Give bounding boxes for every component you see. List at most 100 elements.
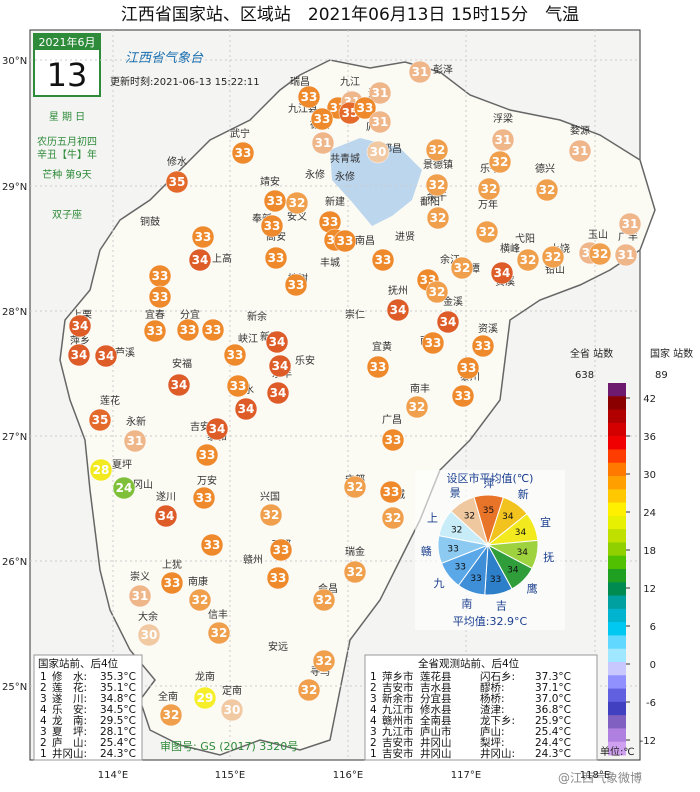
colorbar-segment <box>608 422 626 437</box>
station-value: 24 <box>116 481 133 495</box>
national-rank-cell: 4 <box>40 715 47 727</box>
colorbar-label: 24 <box>643 508 656 519</box>
national-rank-cell: 24.3°C <box>100 748 136 760</box>
station-marker <box>285 191 309 215</box>
colorbar-header-all: 全省 站数 <box>570 347 613 360</box>
province-rank-cell: 25.9°C <box>535 715 571 727</box>
place-name: 玉山 <box>588 229 608 241</box>
station-value: 32 <box>430 211 447 225</box>
lat-label: 30°N <box>2 56 27 67</box>
station-marker <box>408 60 432 84</box>
province-rank-cell: 醪桥: <box>480 682 505 694</box>
pie-value: 34 <box>502 512 514 522</box>
pie-value: 34 <box>517 548 529 558</box>
review-number: 审图号: GS (2017) 3320号 <box>160 739 298 753</box>
station-value: 33 <box>314 112 331 126</box>
colorbar-label: 0 <box>650 660 656 671</box>
place-name: 修水 <box>167 155 187 168</box>
station-marker <box>451 384 475 408</box>
station-marker <box>535 178 559 202</box>
pie-label: 新 <box>518 487 529 501</box>
station-value: 33 <box>267 194 284 208</box>
station-marker <box>231 141 255 165</box>
station-value: 34 <box>390 303 407 317</box>
station-marker <box>89 458 113 482</box>
colorbar-segment <box>608 502 626 517</box>
station-marker <box>368 81 392 105</box>
province-rank-cell: 25.4°C <box>535 726 571 738</box>
colorbar-segment <box>608 662 626 676</box>
pie-value: 33 <box>490 575 501 585</box>
national-rank-cell: 34.5°C <box>100 704 136 716</box>
station-value: 31 <box>572 144 589 158</box>
station-value: 34 <box>440 315 457 329</box>
station-value: 33 <box>195 230 212 244</box>
station-marker <box>450 256 474 280</box>
province-rank-cell: 庐山市 <box>420 725 452 738</box>
station-value: 32 <box>520 253 537 267</box>
place-name: 彭泽 <box>433 63 453 76</box>
province-rank-cell: 井冈山 <box>420 736 452 749</box>
station-marker <box>192 486 216 510</box>
national-rank-cell: 34.8°C <box>100 693 136 705</box>
logo-name: 江西省气象台 <box>125 51 204 66</box>
place-name: 鄱阳 <box>420 195 440 208</box>
colorbar-label: 6 <box>650 622 656 633</box>
update-time: 更新时刻:2021-06-13 15:22:11 <box>110 75 260 88</box>
pie-value: 33 <box>470 574 481 584</box>
station-marker <box>284 273 308 297</box>
place-name: 乐安 <box>295 354 315 367</box>
place-name: 崇仁 <box>345 309 365 321</box>
place-name: 南丰 <box>410 382 430 395</box>
national-rank-cell: 3 <box>40 726 47 738</box>
station-marker <box>516 248 540 272</box>
station-marker <box>167 373 191 397</box>
colorbar-segment <box>608 489 626 504</box>
province-rank-cell: 3 <box>370 693 377 705</box>
colorbar-segment <box>608 728 626 743</box>
station-marker <box>477 177 501 201</box>
province-rank-cell: 分宜县 <box>420 692 452 705</box>
national-rank-cell: 2 <box>40 682 47 694</box>
place-name: 夏坪 <box>112 458 132 471</box>
province-rank-title: 全省观测站前、后4位 <box>418 657 520 670</box>
station-value: 34 <box>238 402 255 416</box>
province-rank-cell: 萍乡市 <box>382 670 414 683</box>
station-value: 32 <box>454 261 471 275</box>
place-name: 南昌 <box>355 234 375 247</box>
province-rank-cell: 莲花县 <box>420 670 452 683</box>
station-value: 33 <box>205 323 222 337</box>
station-marker <box>475 220 499 244</box>
calendar-zodiac: 双子座 <box>52 208 82 221</box>
station-marker <box>618 212 642 236</box>
province-rank-cell: 2 <box>370 737 377 749</box>
national-rank-cell: 35.1°C <box>100 682 136 694</box>
colorbar-segment <box>608 555 626 570</box>
station-value: 31 <box>315 136 332 150</box>
colorbar-label: 18 <box>643 546 656 557</box>
place-name: 武宁 <box>230 127 250 140</box>
station-value: 32 <box>347 480 364 494</box>
station-marker <box>381 428 405 452</box>
place-name: 万年 <box>478 198 498 211</box>
province-rank-cell: 闪石乡: <box>480 670 515 683</box>
province-rank-cell: 37.1°C <box>535 682 571 694</box>
station-marker <box>312 588 336 612</box>
national-rank-cell: 2 <box>40 737 47 749</box>
national-rank-cell: 夏 坪: <box>52 725 87 738</box>
place-name: 横峰 <box>500 242 520 255</box>
pie-value: 35 <box>483 506 494 516</box>
station-value: 33 <box>152 269 169 283</box>
pie-value: 33 <box>447 544 458 554</box>
station-marker <box>488 150 512 174</box>
place-name: 大余 <box>138 610 158 623</box>
station-marker <box>226 374 250 398</box>
province-rank-cell: 龙下乡: <box>480 714 515 727</box>
station-marker <box>154 504 178 528</box>
place-name: 丰城 <box>320 256 340 269</box>
pie-slice <box>450 496 489 547</box>
station-value: 31 <box>495 133 512 147</box>
station-marker <box>386 298 410 322</box>
national-rank-cell: 3 <box>40 693 47 705</box>
